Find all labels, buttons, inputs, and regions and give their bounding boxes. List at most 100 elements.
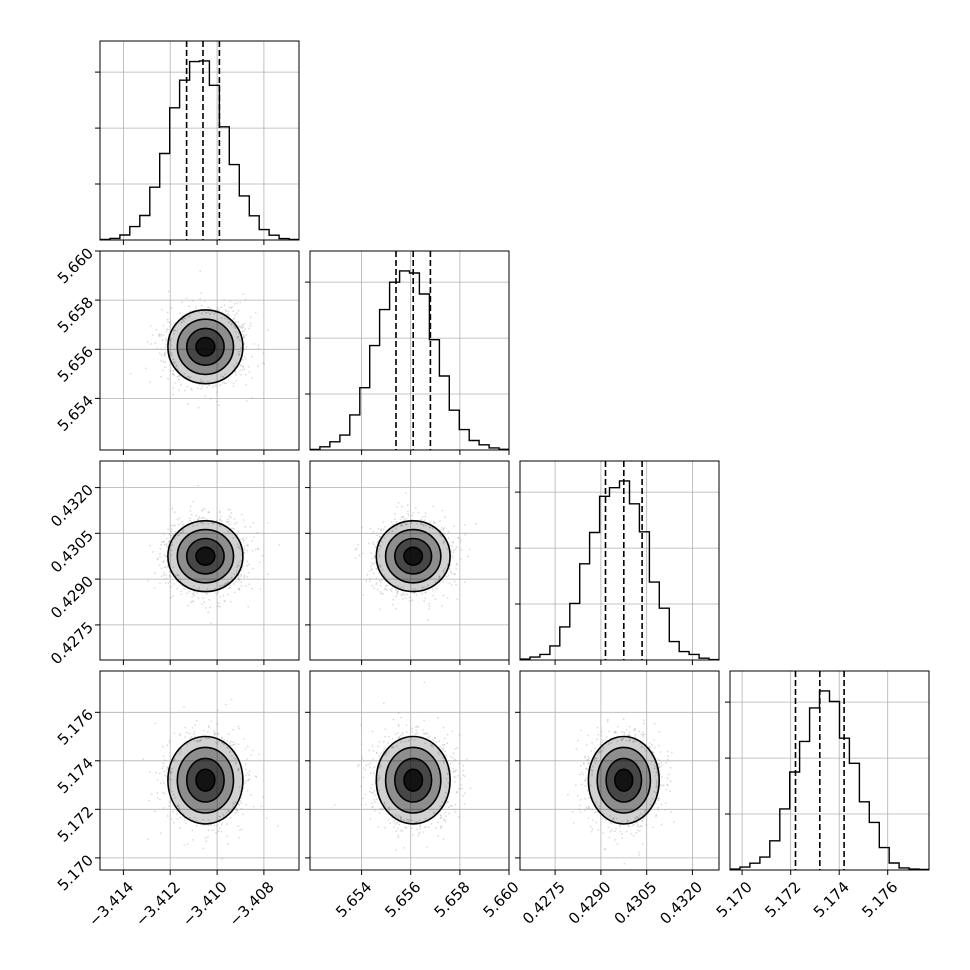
scatter-point <box>190 387 193 390</box>
scatter-point <box>411 599 414 601</box>
scatter-point <box>382 521 385 524</box>
scatter-point <box>461 787 464 790</box>
scatter-point <box>437 579 439 582</box>
scatter-point <box>441 580 444 583</box>
scatter-point <box>616 843 619 845</box>
scatter-point <box>179 734 182 737</box>
scatter-point <box>439 817 442 820</box>
scatter-point <box>609 830 612 833</box>
scatter-point <box>632 729 635 731</box>
scatter-point <box>164 353 166 356</box>
scatter-point <box>456 598 459 600</box>
scatter-point <box>415 594 418 596</box>
scatter-point <box>442 540 445 543</box>
scatter-point <box>173 322 176 325</box>
scatter-point <box>242 813 244 815</box>
y-tick-label: 0.4275 <box>47 618 97 668</box>
scatter-point <box>641 819 643 822</box>
scatter-point <box>365 580 368 582</box>
scatter-point <box>586 758 589 761</box>
scatter-point <box>379 545 382 548</box>
scatter-point <box>159 832 162 835</box>
scatter-point <box>627 824 630 827</box>
scatter-point <box>388 806 390 809</box>
scatter-point <box>638 830 641 832</box>
scatter-point <box>576 794 579 797</box>
scatter-point <box>179 578 182 581</box>
scatter-point <box>183 320 185 323</box>
scatter-point <box>374 546 377 549</box>
scatter-point <box>243 356 246 358</box>
x-tick-label: −3.408 <box>226 878 278 930</box>
scatter-point <box>371 783 374 786</box>
scatter-point <box>229 742 232 744</box>
scatter-point <box>242 323 245 326</box>
scatter-point <box>372 563 375 566</box>
scatter-point <box>188 817 191 819</box>
scatter-point <box>220 585 223 587</box>
scatter-point <box>193 816 196 819</box>
scatter-point <box>455 568 458 570</box>
histogram-clip <box>730 671 929 870</box>
scatter-point <box>372 792 374 794</box>
scatter-point <box>222 376 225 379</box>
scatter-point <box>159 547 162 550</box>
scatter-point <box>370 565 372 567</box>
scatter-point <box>414 507 417 509</box>
scatter-point <box>221 821 224 824</box>
scatter-point <box>172 760 175 762</box>
scatter-point <box>404 523 407 526</box>
scatter-point <box>200 381 203 383</box>
scatter-point <box>457 774 460 777</box>
scatter-point <box>364 768 367 771</box>
scatter-point <box>451 805 453 807</box>
scatter-point <box>176 805 179 808</box>
scatter-point <box>603 848 606 851</box>
scatter-point <box>189 505 192 507</box>
scatter-point <box>396 591 398 594</box>
scatter-point <box>220 515 222 518</box>
scatter-point <box>163 574 166 577</box>
scatter-point <box>230 324 233 326</box>
scatter-point <box>396 506 398 509</box>
scatter-point <box>448 812 451 815</box>
scatter-point <box>165 544 168 547</box>
scatter-point <box>171 790 174 793</box>
scatter-point <box>249 794 252 797</box>
scatter-point <box>197 484 200 487</box>
scatter-point <box>391 738 394 740</box>
scatter-point <box>193 594 196 597</box>
scatter-point <box>188 377 190 379</box>
scatter-point <box>653 746 656 749</box>
scatter-point <box>261 554 264 557</box>
scatter-point <box>191 299 194 302</box>
scatter-point <box>170 585 173 588</box>
scatter-point <box>240 585 243 587</box>
scatter-point <box>239 545 241 548</box>
scatter-point <box>590 830 593 833</box>
scatter-point <box>246 549 248 552</box>
scatter-point <box>203 310 205 313</box>
scatter-point <box>432 745 435 748</box>
scatter-point <box>238 836 240 839</box>
scatter-point <box>162 792 164 794</box>
scatter-point <box>428 608 431 611</box>
scatter-point <box>384 804 387 807</box>
scatter-point <box>452 541 455 544</box>
scatter-point <box>234 327 237 330</box>
scatter-point <box>197 387 199 390</box>
scatter-point <box>193 739 196 742</box>
scatter-point <box>637 829 640 832</box>
scatter-point <box>641 820 644 822</box>
scatter-point <box>574 784 577 786</box>
scatter-point <box>220 375 223 377</box>
scatter-point <box>180 590 183 592</box>
scatter-point <box>655 791 658 794</box>
scatter-point <box>260 805 263 808</box>
scatter-point <box>195 308 198 311</box>
scatter-point <box>222 584 224 587</box>
scatter-point <box>453 780 456 783</box>
scatter-point <box>226 835 229 838</box>
scatter-point <box>640 733 643 736</box>
scatter-point <box>250 377 253 379</box>
